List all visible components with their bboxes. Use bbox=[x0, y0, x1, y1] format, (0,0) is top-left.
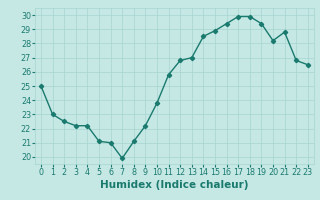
X-axis label: Humidex (Indice chaleur): Humidex (Indice chaleur) bbox=[100, 180, 249, 190]
